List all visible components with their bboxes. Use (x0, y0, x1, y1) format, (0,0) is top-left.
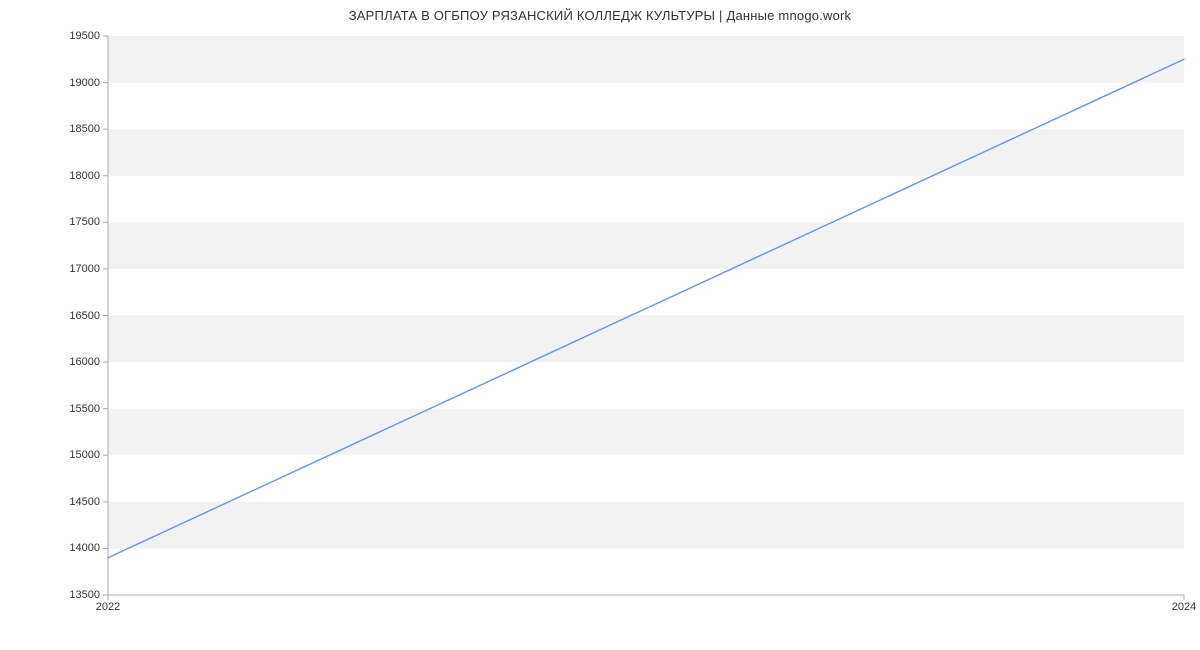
chart-container: ЗАРПЛАТА В ОГБПОУ РЯЗАНСКИЙ КОЛЛЕДЖ КУЛЬ… (0, 0, 1200, 650)
x-tick-label: 2022 (96, 601, 120, 613)
grid-band (108, 316, 1184, 363)
y-tick-label: 18500 (69, 123, 100, 135)
plot-svg (108, 36, 1184, 595)
y-tick-label: 19000 (69, 77, 100, 89)
grid-band (108, 129, 1184, 176)
grid-band (108, 36, 1184, 83)
grid-band (108, 222, 1184, 269)
y-tick-label: 16000 (69, 356, 100, 368)
grid-band (108, 409, 1184, 456)
y-tick-label: 15500 (69, 403, 100, 415)
y-tick-label: 17000 (69, 263, 100, 275)
chart-title: ЗАРПЛАТА В ОГБПОУ РЯЗАНСКИЙ КОЛЛЕДЖ КУЛЬ… (0, 8, 1200, 23)
y-tick-label: 17500 (69, 216, 100, 228)
plot-area: 1350014000145001500015500160001650017000… (108, 36, 1184, 595)
y-tick-label: 14500 (69, 496, 100, 508)
y-tick-label: 14000 (69, 542, 100, 554)
y-tick-label: 15000 (69, 449, 100, 461)
y-tick-label: 18000 (69, 170, 100, 182)
y-tick-label: 16500 (69, 310, 100, 322)
grid-band (108, 502, 1184, 549)
y-tick-label: 19500 (69, 30, 100, 42)
x-tick-label: 2024 (1172, 601, 1196, 613)
y-tick-label: 13500 (69, 589, 100, 601)
